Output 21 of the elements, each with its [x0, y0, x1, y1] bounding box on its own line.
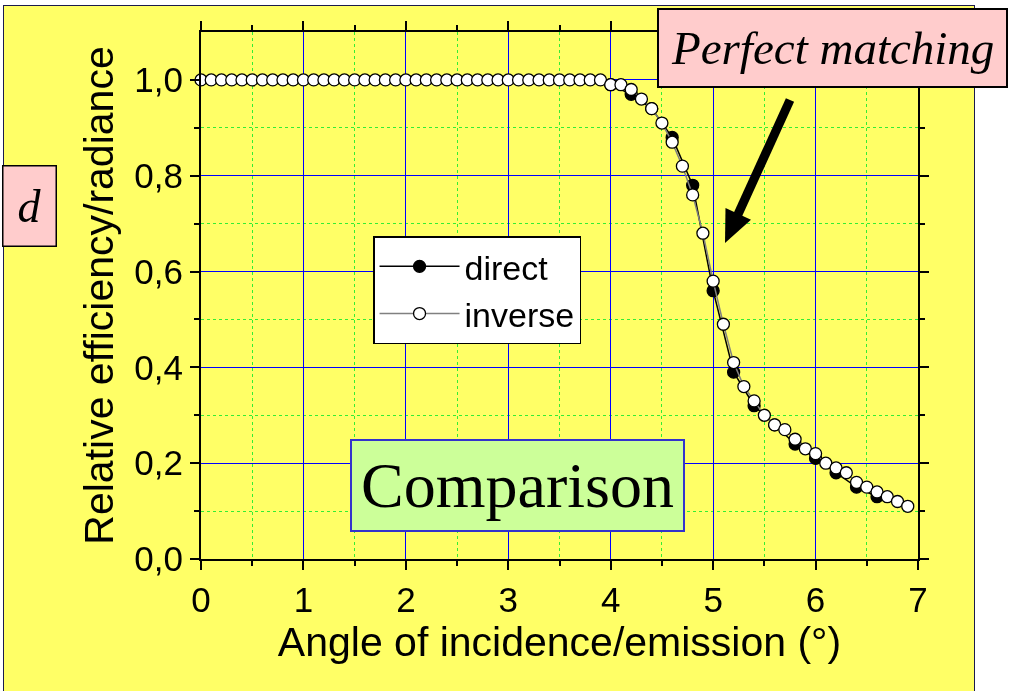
- y-tick-label: 0,8: [134, 155, 183, 195]
- text: d: [17, 180, 42, 232]
- x-tick-label: 1: [293, 580, 314, 619]
- annotation: Perfect matching: [671, 22, 995, 74]
- y-axis-title: Relative efficiency/radiance: [75, 46, 122, 545]
- x-tick-label: 7: [908, 580, 928, 619]
- y-tick-label: 0,0: [134, 539, 183, 579]
- legend-label: direct: [464, 248, 549, 287]
- y-tick-label: 0,2: [134, 443, 183, 483]
- x-tick-label: 5: [703, 580, 723, 619]
- annotation: Comparison: [361, 450, 674, 521]
- y-tick-label: 1,0: [134, 60, 183, 100]
- x-tick-label: 3: [498, 580, 519, 619]
- x-axis-title: Angle of incidence/emission (°): [277, 619, 842, 665]
- legend-label: inverse: [464, 295, 575, 334]
- x-tick-label: 4: [600, 580, 621, 619]
- x-tick-label: 2: [396, 580, 416, 619]
- y-tick-label: 0,6: [134, 251, 183, 291]
- x-tick-label: 6: [805, 580, 826, 619]
- x-tick-label: 0: [191, 580, 211, 619]
- y-tick-label: 0,4: [134, 347, 183, 387]
